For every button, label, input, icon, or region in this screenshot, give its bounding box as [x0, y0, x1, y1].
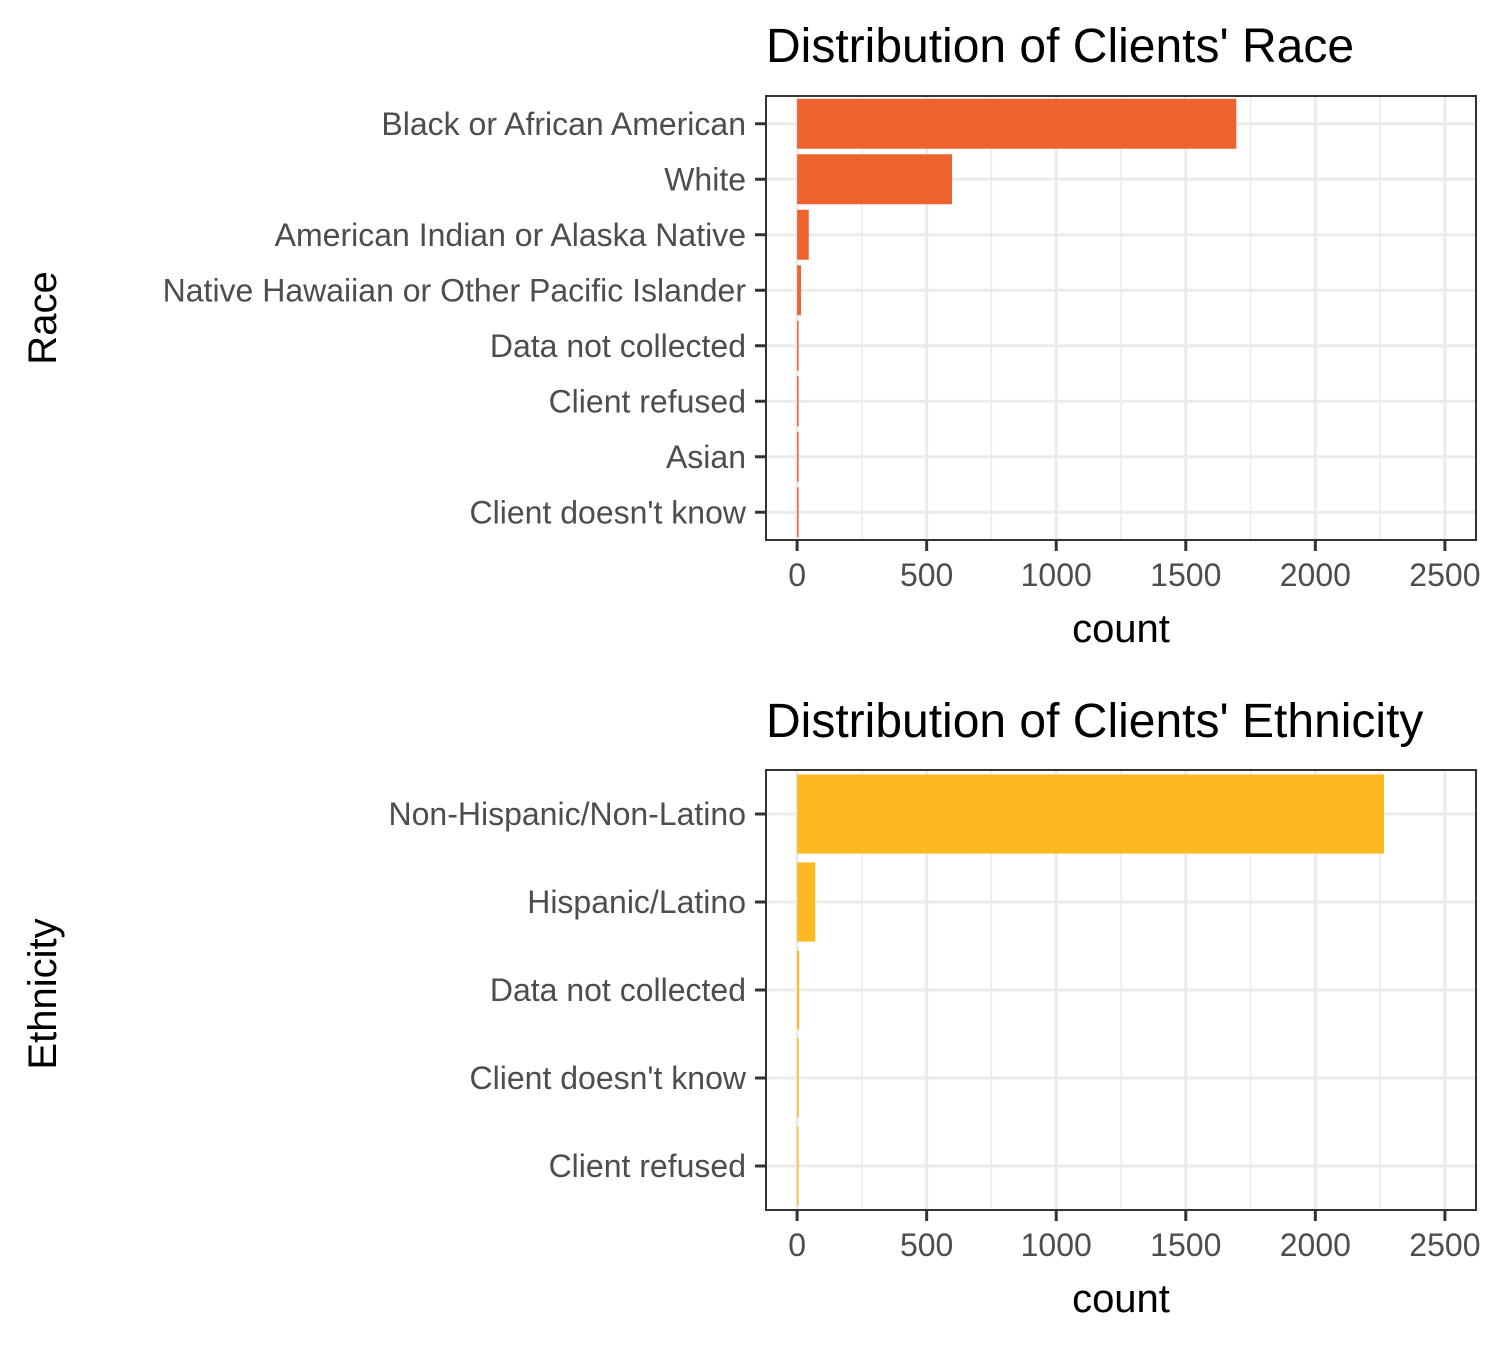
race-bar-native-hawaiian-or-other-pacific-islander: [797, 265, 801, 316]
race-bar-asian: [797, 431, 799, 482]
ethnicity-x-tick-label: 2500: [1409, 1227, 1480, 1263]
race-bar-data-not-collected: [797, 320, 799, 371]
race-x-tick-label: 1000: [1021, 557, 1092, 593]
race-bar-client-doesn-t-know: [797, 487, 799, 538]
race-bar-white: [797, 154, 953, 205]
race-y-tick-label: White: [664, 161, 746, 197]
race-y-axis-title: Race: [21, 271, 65, 364]
race-bar-client-refused: [797, 376, 799, 427]
race-x-tick-label: 1500: [1150, 557, 1221, 593]
ethnicity-x-tick-label: 1500: [1150, 1227, 1221, 1263]
race-chart-title: Distribution of Clients' Race: [766, 20, 1354, 73]
ethnicity-y-axis: Non-Hispanic/Non-Latino Hispanic/Latino Da…: [388, 796, 766, 1184]
race-x-tick-label: 2500: [1409, 557, 1480, 593]
ethnicity-chart-title: Distribution of Clients' Ethnicity: [766, 695, 1423, 748]
ethnicity-x-tick-label: 1000: [1021, 1227, 1092, 1263]
ethnicity-chart: Distribution of Clients' Ethnicity Non-H…: [21, 695, 1480, 1321]
race-bar-black-or-african-american: [797, 98, 1237, 149]
ethnicity-x-tick-label: 2000: [1280, 1227, 1351, 1263]
ethnicity-x-axis-title: count: [1072, 1277, 1170, 1321]
race-x-tick-label: 2000: [1280, 557, 1351, 593]
race-y-tick-label: Native Hawaiian or Other Pacific Islande…: [163, 272, 747, 308]
ethnicity-bar-data-not-collected: [797, 950, 800, 1030]
race-y-tick-label: Client refused: [549, 383, 746, 419]
race-x-axis-title: count: [1072, 607, 1170, 651]
race-x-axis: 0 500 1000 1500 2000 2500: [788, 540, 1480, 593]
race-chart: Distribution of Clients' Race Black or A…: [21, 20, 1480, 651]
race-x-tick-label: 0: [788, 557, 806, 593]
ethnicity-y-tick-label: Non-Hispanic/Non-Latino: [388, 796, 746, 832]
ethnicity-x-tick-label: 500: [900, 1227, 953, 1263]
ethnicity-y-tick-label: Hispanic/Latino: [527, 884, 746, 920]
race-bar-american-indian-or-alaska-native: [797, 209, 809, 260]
ethnicity-y-tick-label: Data not collected: [490, 972, 746, 1008]
race-bars: [797, 98, 1237, 538]
race-y-tick-label: Asian: [666, 439, 746, 475]
race-panel-border: [765, 95, 1477, 541]
race-y-tick-label: Client doesn't know: [470, 494, 747, 530]
race-y-tick-label: Data not collected: [490, 328, 746, 364]
ethnicity-bar-client-refused: [797, 1126, 799, 1206]
ethnicity-y-axis-title: Ethnicity: [21, 918, 65, 1069]
ethnicity-y-tick-label: Client doesn't know: [470, 1060, 747, 1096]
race-y-tick-label: Black or African American: [381, 106, 746, 142]
ethnicity-bar-client-doesn-t-know: [797, 1038, 799, 1118]
race-y-axis: Black or African American White American I…: [163, 106, 766, 530]
ethnicity-x-tick-label: 0: [788, 1227, 806, 1263]
ethnicity-bars: [797, 774, 1385, 1206]
ethnicity-x-axis: 0 500 1000 1500 2000 2500: [788, 1210, 1480, 1263]
race-y-tick-label: American Indian or Alaska Native: [275, 217, 746, 253]
ethnicity-bar-hispanic-latino: [797, 862, 816, 942]
ethnicity-bar-non-hispanic-non-latino: [797, 774, 1385, 854]
race-x-tick-label: 500: [900, 557, 953, 593]
ethnicity-y-tick-label: Client refused: [549, 1148, 746, 1184]
